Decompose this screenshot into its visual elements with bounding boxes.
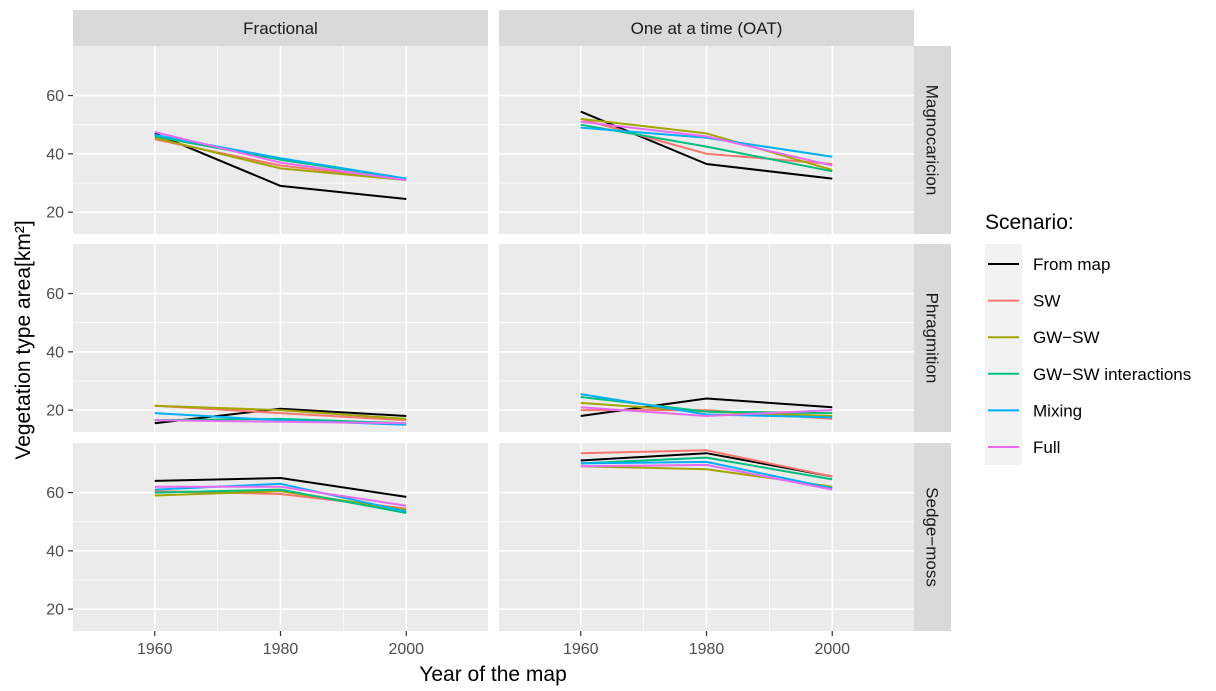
panel-r2-c0 (73, 443, 488, 631)
y-tick-label: 20 (46, 205, 64, 222)
legend-item: From map (988, 255, 1110, 274)
series-line-from-map (154, 477, 407, 498)
legend-item: GW−SW (988, 328, 1100, 347)
y-axis-ticks: 20 40 60 20 40 60 20 40 60 (46, 88, 73, 619)
series-line-full (580, 120, 833, 167)
y-tick-label: 40 (46, 146, 64, 163)
series-line-full (154, 419, 407, 425)
panel-series-r1-c0 (154, 404, 407, 426)
panel-series-r1-c1 (580, 393, 833, 420)
legend-title: Scenario: (985, 211, 1074, 234)
legend-items: From map SW GW−SW GW−SW interactions Mixing F… (988, 255, 1191, 457)
legend: Scenario: From map SW GW−SW GW−SW interacti… (985, 211, 1191, 465)
series-line-gw-sw (154, 404, 407, 420)
series-line-gw-sw (154, 136, 407, 182)
series-line-from-map (154, 132, 407, 200)
y-tick-label: 20 (46, 602, 64, 619)
series-line-from-map (580, 110, 833, 180)
series-line-mixing (580, 393, 833, 419)
panel-r1-c0 (73, 244, 488, 432)
row-strip-label: Phragmition (923, 293, 942, 384)
y-axis-title: Vegetation type area[km²] (12, 220, 35, 459)
series-line-full (154, 485, 407, 507)
legend-item: GW−SW interactions (988, 365, 1191, 384)
legend-label: Full (1033, 438, 1060, 457)
panel-r0-c0 (73, 46, 488, 234)
legend-label: GW−SW (1033, 328, 1100, 347)
series-line-from-map (154, 407, 407, 425)
x-axis-title: Year of the map (419, 663, 567, 686)
series-line-mixing (580, 126, 833, 158)
panel-r0-c1 (499, 46, 914, 234)
panel-area (73, 46, 914, 631)
col-strip-label: Fractional (243, 19, 318, 38)
row-strip-background (914, 443, 951, 631)
col-strip-background (73, 10, 488, 46)
legend-background (985, 244, 1022, 465)
y-tick-label: 20 (46, 403, 64, 420)
x-tick-label: 1980 (689, 641, 725, 658)
y-tick-label: 40 (46, 543, 64, 560)
y-tick-label: 40 (46, 344, 64, 361)
row-strip-background (914, 46, 951, 234)
legend-item: Full (988, 438, 1060, 457)
series-line-gw-sw-interactions (580, 456, 833, 481)
legend-label: Mixing (1033, 401, 1082, 420)
x-tick-label: 2000 (388, 641, 424, 658)
series-line-full (580, 406, 833, 417)
series-line-mixing (580, 460, 833, 490)
row-strip-background (914, 244, 951, 432)
x-tick-label: 2000 (814, 641, 850, 658)
col-strip-label: One at a time (OAT) (631, 19, 783, 38)
x-tick-label: 1980 (263, 641, 299, 658)
series-line-gw-sw (580, 117, 833, 171)
series-line-full (580, 463, 833, 491)
y-tick-label: 60 (46, 88, 64, 105)
panel-series-r0-c1 (580, 110, 833, 180)
x-axis-ticks: 1960 1980 2000 1960 1980 2000 (137, 631, 850, 658)
col-strip-background (499, 10, 914, 46)
y-tick-label: 60 (46, 485, 64, 502)
series-line-full (154, 131, 407, 182)
panel-r2-c1 (499, 443, 914, 631)
legend-item: Mixing (988, 401, 1082, 420)
legend-label: SW (1033, 292, 1060, 311)
facet-strips: Fractional One at a time (OAT) Magnocarici… (73, 10, 951, 631)
panel-series-r2-c1 (580, 449, 833, 491)
panel-r1-c1 (499, 244, 914, 432)
row-strip-label: Magnocaricion (923, 85, 942, 196)
legend-item: SW (988, 292, 1060, 311)
series-line-gw-sw-interactions (154, 488, 407, 514)
legend-label: GW−SW interactions (1033, 365, 1191, 384)
series-line-sw (580, 449, 833, 478)
panel-series-r0-c0 (154, 131, 407, 200)
series-line-gw-sw (154, 490, 407, 511)
y-tick-label: 60 (46, 286, 64, 303)
legend-label: From map (1033, 255, 1110, 274)
panel-series-r2-c0 (154, 477, 407, 514)
x-tick-label: 1960 (563, 641, 599, 658)
x-tick-label: 1960 (137, 641, 173, 658)
row-strip-label: Sedge−moss (923, 487, 942, 587)
